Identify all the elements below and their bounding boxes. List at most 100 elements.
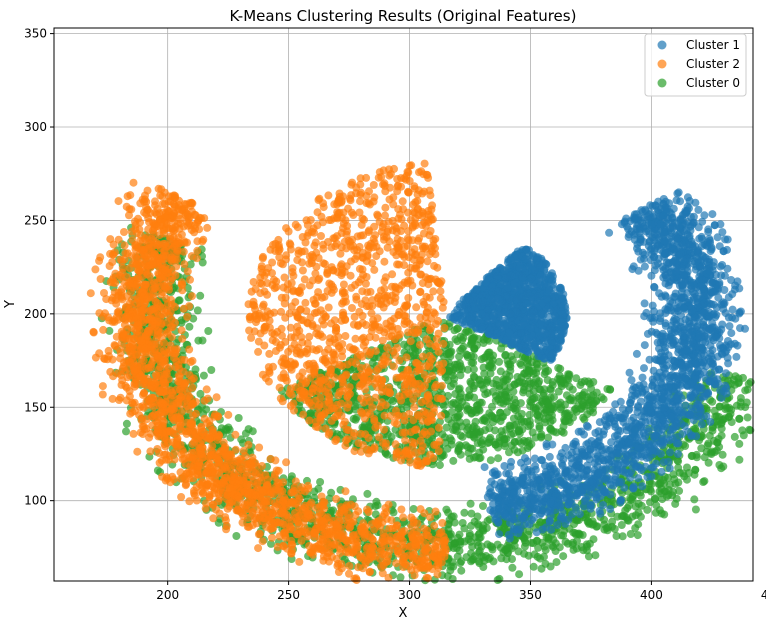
data-point — [437, 548, 446, 557]
data-point — [472, 341, 481, 350]
data-point — [561, 537, 570, 546]
data-point — [373, 501, 382, 510]
data-point — [392, 559, 401, 568]
data-point — [533, 411, 542, 420]
data-point — [704, 458, 713, 467]
data-point — [120, 367, 129, 376]
data-point — [479, 445, 488, 454]
data-point — [457, 422, 466, 431]
data-point — [153, 205, 162, 213]
data-point — [537, 564, 546, 573]
data-point — [180, 381, 189, 390]
data-point — [399, 543, 408, 552]
data-point — [169, 200, 178, 209]
data-point — [214, 497, 223, 505]
data-point — [141, 234, 149, 243]
data-point — [470, 453, 479, 462]
data-point — [508, 563, 517, 572]
data-point — [191, 224, 200, 233]
data-point — [363, 505, 371, 514]
data-point — [213, 435, 222, 444]
data-point — [148, 321, 157, 329]
data-point — [86, 289, 95, 298]
data-point — [681, 442, 690, 450]
data-point — [454, 385, 463, 394]
data-point — [474, 522, 483, 531]
data-point — [162, 242, 171, 251]
data-point — [202, 385, 211, 394]
data-point — [206, 446, 215, 455]
data-point — [172, 262, 181, 271]
data-point — [564, 370, 573, 379]
data-point — [108, 293, 117, 302]
data-point — [205, 493, 214, 502]
data-point — [251, 469, 260, 478]
data-point — [138, 195, 147, 204]
data-point — [683, 475, 691, 484]
data-point — [520, 369, 528, 378]
data-point — [129, 178, 138, 187]
data-point — [743, 413, 752, 422]
data-point — [457, 566, 466, 575]
data-point — [127, 205, 136, 214]
data-point — [112, 332, 121, 341]
data-point — [190, 489, 198, 498]
data-point — [271, 502, 280, 511]
data-point — [131, 241, 140, 250]
data-point — [409, 516, 418, 525]
data-point — [341, 487, 350, 496]
data-point — [589, 535, 598, 544]
data-point — [485, 356, 494, 365]
data-point — [259, 514, 268, 523]
data-point — [89, 328, 98, 337]
data-point — [546, 562, 555, 571]
data-point — [465, 391, 474, 400]
data-point — [517, 439, 526, 448]
data-point — [371, 510, 380, 519]
data-point — [732, 401, 741, 410]
data-point — [171, 346, 180, 355]
data-point — [479, 563, 488, 571]
data-point — [123, 192, 132, 201]
data-point — [476, 380, 485, 389]
data-point — [226, 464, 235, 473]
data-point — [238, 504, 247, 513]
data-point — [261, 471, 270, 480]
data-point — [183, 221, 192, 230]
data-point — [132, 229, 141, 238]
data-point — [708, 397, 717, 406]
data-point — [131, 365, 140, 374]
data-point — [106, 249, 115, 258]
data-point — [541, 546, 550, 555]
data-point — [185, 213, 194, 222]
data-point — [310, 487, 319, 496]
data-point — [265, 490, 274, 499]
data-point — [345, 523, 354, 532]
data-point — [744, 379, 753, 388]
data-point — [282, 458, 291, 467]
data-point — [146, 447, 155, 456]
data-point — [268, 533, 276, 542]
data-point — [651, 494, 660, 503]
data-point — [528, 395, 537, 403]
data-point — [485, 424, 494, 433]
data-point — [177, 326, 186, 335]
data-point — [446, 562, 455, 571]
data-point — [215, 468, 224, 477]
data-point — [735, 455, 744, 464]
data-point — [279, 497, 288, 506]
data-point — [220, 444, 229, 453]
data-point — [162, 391, 171, 400]
data-point — [496, 408, 505, 417]
data-point — [178, 205, 187, 214]
data-point — [196, 291, 205, 300]
data-point — [515, 570, 524, 579]
data-point — [116, 255, 125, 264]
data-point — [141, 280, 150, 289]
data-point — [510, 445, 519, 454]
data-point — [288, 546, 297, 555]
data-point — [554, 387, 563, 396]
data-point — [224, 410, 233, 419]
data-point — [182, 394, 191, 403]
